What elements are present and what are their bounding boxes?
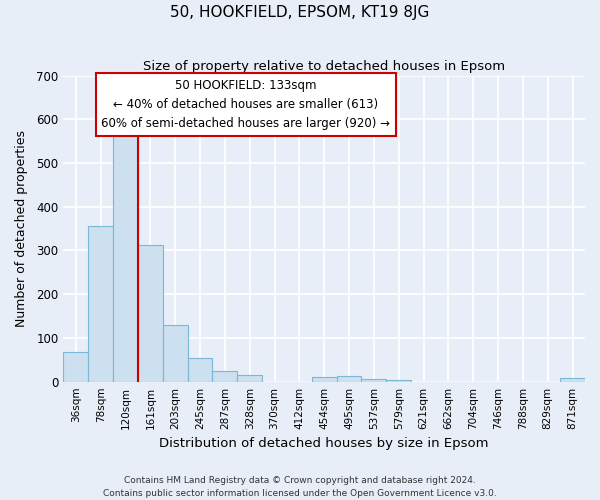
Title: Size of property relative to detached houses in Epsom: Size of property relative to detached ho… (143, 60, 505, 73)
Bar (560, 378, 585, 382)
Y-axis label: Number of detached properties: Number of detached properties (15, 130, 28, 327)
Bar (88, 226, 113, 382)
Text: 50 HOOKFIELD: 133sqm
← 40% of detached houses are smaller (613)
60% of semi-deta: 50 HOOKFIELD: 133sqm ← 40% of detached h… (101, 78, 391, 130)
Bar (337, 376, 361, 382)
Bar (237, 375, 262, 382)
Bar (212, 370, 237, 382)
Bar (64, 352, 88, 382)
X-axis label: Distribution of detached houses by size in Epsom: Distribution of detached houses by size … (160, 437, 489, 450)
Bar (386, 380, 411, 382)
Text: 50, HOOKFIELD, EPSOM, KT19 8JG: 50, HOOKFIELD, EPSOM, KT19 8JG (170, 5, 430, 20)
Bar (188, 358, 212, 382)
Bar (163, 325, 188, 382)
Bar (138, 245, 163, 382)
Text: Contains HM Land Registry data © Crown copyright and database right 2024.
Contai: Contains HM Land Registry data © Crown c… (103, 476, 497, 498)
Bar (361, 380, 386, 382)
Bar (113, 134, 138, 382)
Bar (312, 378, 337, 382)
